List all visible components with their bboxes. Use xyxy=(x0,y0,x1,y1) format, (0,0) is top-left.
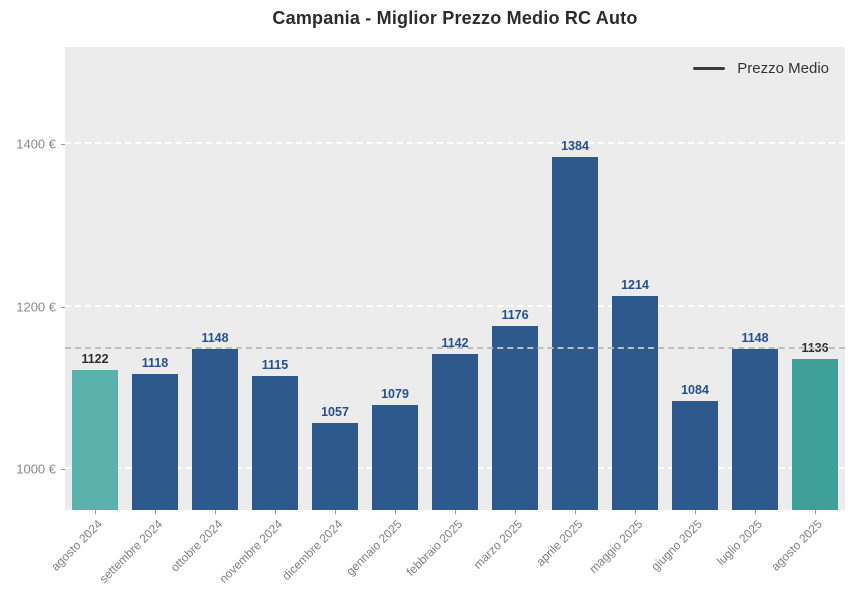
x-tick-label-febbraio-2025: febbraio 2025 xyxy=(403,517,465,579)
bars-row: 1122 agosto 2024 1118 settembre 2024 1148 ott… xyxy=(48,47,845,586)
x-tick-label-dicembre-2024: dicembre 2024 xyxy=(278,517,345,584)
y-tick-mark-1000 xyxy=(61,469,65,471)
bar-settembre-2024: 1118 xyxy=(132,356,178,510)
x-tick-label-marzo-2025: marzo 2025 xyxy=(470,517,525,572)
x-tick-label-novembre-2024: novembre 2024 xyxy=(216,517,285,586)
bar-gennaio-2025: 1079 xyxy=(372,387,418,510)
x-tick-mark xyxy=(335,510,336,514)
x-tick-mark xyxy=(515,510,516,514)
gridline-1400 xyxy=(65,142,845,145)
bar-novembre-2024: 1115 xyxy=(252,358,298,510)
bar-slot-dicembre-2024: 1057 dicembre 2024 xyxy=(279,47,365,583)
x-tick-label-settembre-2024: settembre 2024 xyxy=(96,517,165,586)
y-tick-label-1000: 1000 € xyxy=(16,461,56,477)
bar-slot-ottobre-2024: 1148 ottobre 2024 xyxy=(167,47,245,575)
bar-value-label: 1176 xyxy=(501,308,529,323)
bar-slot-giugno-2025: 1084 giugno 2025 xyxy=(648,47,725,574)
plot-area: 1122 agosto 2024 1118 settembre 2024 1148 ott… xyxy=(48,47,845,586)
chart-title: Campania - Miglior Prezzo Medio RC Auto xyxy=(272,8,638,28)
bar-maggio-2025: 1214 xyxy=(612,278,658,510)
x-tick-label-giugno-2025: giugno 2025 xyxy=(648,517,705,574)
bar-value-label: 1142 xyxy=(441,336,469,351)
x-tick-mark xyxy=(275,510,276,514)
x-tick-label-aprile-2025: aprile 2025 xyxy=(533,517,585,569)
bar-slot-gennaio-2025: 1079 gennaio 2025 xyxy=(344,47,425,578)
bar-slot-febbraio-2025: 1142 febbraio 2025 xyxy=(403,47,485,579)
bar-slot-maggio-2025: 1214 maggio 2025 xyxy=(586,47,665,576)
x-tick-label-luglio-2025: luglio 2025 xyxy=(713,517,765,568)
bar-giugno-2025: 1084 xyxy=(672,383,718,510)
bar-value-label: 1148 xyxy=(741,331,769,346)
x-tick-mark xyxy=(635,510,636,514)
x-tick-mark xyxy=(695,510,696,514)
gridline-1200 xyxy=(65,304,845,307)
bar-aprile-2025: 1384 xyxy=(552,139,598,510)
bar-value-label: 1214 xyxy=(621,277,649,292)
x-tick-label-agosto-2025: agosto 2025 xyxy=(768,517,825,574)
bar-value-label: 1122 xyxy=(81,352,109,367)
x-tick-label-agosto-2024: agosto 2024 xyxy=(48,517,105,574)
bar-dicembre-2024: 1057 xyxy=(312,405,358,510)
bar-slot-luglio-2025: 1148 luglio 2025 xyxy=(714,47,785,568)
y-tick-label-1400: 1400 € xyxy=(16,136,56,152)
bar-ottobre-2024: 1148 xyxy=(192,331,238,510)
bar-slot-agosto-2025: 1136 agosto 2025 xyxy=(768,47,845,574)
bar-value-label: 1118 xyxy=(141,355,169,370)
y-tick-mark-1200 xyxy=(61,306,65,308)
bar-value-label: 1079 xyxy=(381,387,409,402)
x-tick-mark xyxy=(755,510,756,514)
bar-value-label: 1384 xyxy=(561,139,589,154)
bar-value-label: 1084 xyxy=(681,383,709,398)
x-tick-label-gennaio-2025: gennaio 2025 xyxy=(343,517,405,579)
x-tick-mark xyxy=(395,510,396,514)
x-tick-label-maggio-2025: maggio 2025 xyxy=(585,517,645,576)
legend-line-icon xyxy=(693,67,726,70)
bar-slot-aprile-2025: 1384 aprile 2025 xyxy=(533,47,605,569)
bar-slot-agosto-2024: 1122 agosto 2024 xyxy=(48,47,125,574)
bar-marzo-2025: 1176 xyxy=(492,308,538,510)
bar-slot-novembre-2024: 1115 novembre 2024 xyxy=(216,47,305,586)
bar-luglio-2025: 1148 xyxy=(732,331,778,510)
bar-value-label: 1148 xyxy=(201,331,229,346)
y-tick-mark-1400 xyxy=(61,144,65,146)
x-tick-label-ottobre-2024: ottobre 2024 xyxy=(167,517,225,575)
x-tick-mark xyxy=(155,510,156,514)
x-tick-mark xyxy=(575,510,576,514)
y-tick-label-1200: 1200 € xyxy=(16,299,56,315)
legend-label: Prezzo Medio xyxy=(737,60,829,77)
bar-agosto-2025: 1136 xyxy=(792,341,838,510)
bar-value-label: 1115 xyxy=(261,357,289,372)
bar-agosto-2024: 1122 xyxy=(72,352,118,510)
average-price-line xyxy=(65,347,845,350)
bar-slot-marzo-2025: 1176 marzo 2025 xyxy=(470,47,545,572)
x-tick-mark xyxy=(215,510,216,514)
x-tick-mark xyxy=(95,510,96,514)
bar-slot-settembre-2024: 1118 settembre 2024 xyxy=(96,47,185,586)
bar-value-label: 1057 xyxy=(321,405,349,420)
x-tick-mark xyxy=(815,510,816,514)
x-tick-mark xyxy=(455,510,456,514)
bar-febbraio-2025: 1142 xyxy=(432,336,478,510)
legend: Prezzo Medio xyxy=(693,60,829,77)
